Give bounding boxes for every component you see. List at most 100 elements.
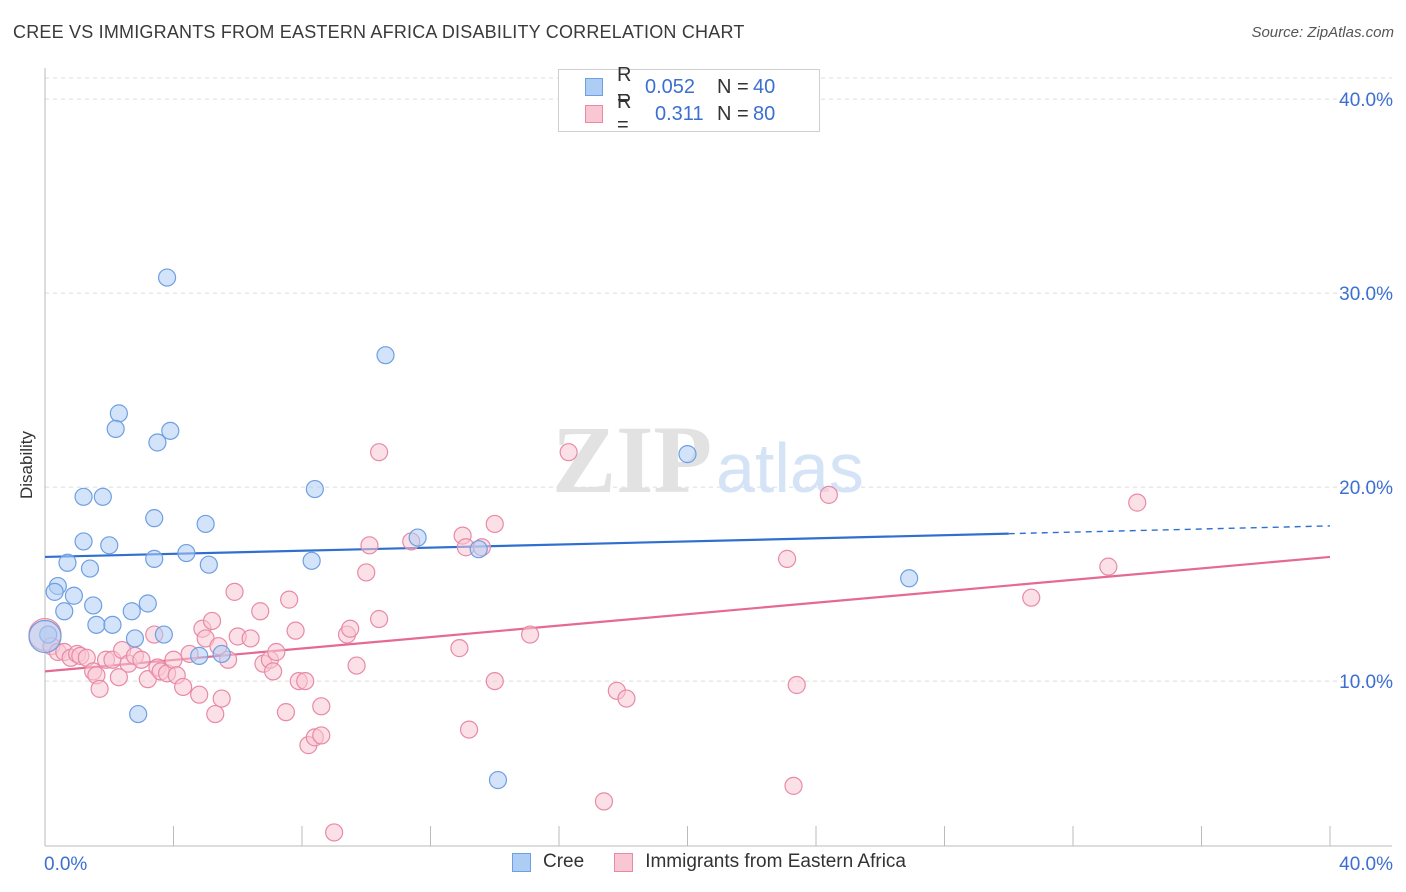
data-point: [122, 602, 141, 621]
data-point: [212, 689, 231, 708]
data-point: [450, 639, 469, 658]
data-point: [225, 582, 244, 601]
data-point: [125, 629, 145, 648]
data-point: [900, 569, 919, 588]
watermark: ZIP atlas: [552, 406, 864, 513]
data-point: [267, 642, 286, 662]
data-point: [100, 536, 119, 555]
data-point: [296, 671, 315, 691]
cree-swatch: [512, 852, 531, 872]
data-point: [84, 596, 103, 615]
data-point: [263, 662, 283, 681]
x-tick-label: 40.0%: [1339, 854, 1393, 875]
data-point: [55, 602, 74, 621]
data-point: [148, 433, 167, 452]
data-point: [312, 726, 331, 745]
data-point: [594, 792, 614, 811]
x-tick-label: 0.0%: [44, 854, 87, 875]
data-point: [678, 445, 697, 464]
data-point: [145, 549, 164, 568]
data-point: [1128, 493, 1147, 512]
series-legend: Cree Immigrants from Eastern Africa: [512, 851, 936, 873]
data-point: [132, 650, 151, 669]
data-point: [819, 485, 838, 504]
data-point: [174, 677, 193, 697]
legend-label: Cree: [543, 851, 585, 872]
data-point: [459, 720, 479, 739]
data-point: [286, 621, 305, 640]
data-point: [276, 703, 296, 722]
data-point: [74, 487, 93, 506]
data-point: [129, 704, 148, 724]
y-tick-label: 40.0%: [1339, 90, 1393, 111]
data-point: [177, 543, 196, 563]
data-point: [80, 559, 100, 578]
data-point: [74, 532, 93, 551]
immigrants-swatch: [614, 852, 634, 872]
data-point: [485, 514, 504, 534]
correlation-legend: R = 0.052 N = 40 R = 0.311 N = 80: [558, 64, 820, 136]
data-point: [280, 590, 299, 609]
data-point: [341, 619, 360, 638]
chart-title: CREE VS IMMIGRANTS FROM EASTERN AFRICA D…: [13, 22, 745, 42]
legend-item-cree: Cree: [512, 851, 584, 873]
r-value: 0.311: [655, 102, 704, 125]
data-point: [157, 268, 177, 287]
data-point: [777, 549, 797, 568]
data-point: [196, 514, 215, 534]
data-point: [45, 582, 64, 601]
data-point: [357, 563, 376, 582]
trend-line: [44, 555, 1331, 673]
axes: [44, 68, 1392, 847]
data-point: [784, 776, 803, 795]
data-point: [370, 609, 389, 629]
data-point: [90, 679, 109, 698]
data-point: [93, 487, 112, 506]
data-point: [206, 704, 225, 724]
data-point: [370, 443, 389, 462]
data-point: [202, 611, 222, 631]
data-point: [408, 528, 427, 547]
data-points: [28, 268, 1147, 842]
trend-line: [44, 532, 1009, 559]
data-point: [1022, 588, 1041, 607]
data-point: [559, 443, 578, 462]
data-point: [241, 629, 260, 648]
data-point: [145, 509, 164, 528]
source-label: Source: ZipAtlas.com: [1251, 24, 1394, 41]
data-point: [305, 479, 324, 499]
cree-swatch: [585, 78, 603, 96]
data-point: [302, 551, 321, 570]
data-point: [106, 419, 125, 438]
data-point: [103, 615, 122, 634]
data-point: [199, 555, 218, 574]
y-tick-label: 20.0%: [1339, 478, 1393, 499]
data-point: [154, 625, 173, 644]
data-point: [190, 646, 209, 665]
data-point: [138, 594, 157, 613]
trend-line-extension: [1008, 525, 1331, 535]
data-point: [1099, 557, 1118, 576]
data-point: [787, 675, 806, 695]
data-point: [312, 697, 331, 716]
data-point: [376, 346, 395, 365]
r-label: R =: [617, 64, 632, 109]
data-point: [520, 625, 540, 644]
data-point: [58, 553, 77, 572]
legend-item-immigrants: Immigrants from Eastern Africa: [614, 851, 906, 873]
n-label: N =: [717, 75, 749, 98]
data-point: [28, 619, 62, 654]
data-point: [360, 536, 379, 555]
trend-lines: [44, 525, 1331, 673]
data-point: [325, 823, 344, 842]
data-point: [87, 615, 106, 634]
data-point: [347, 656, 366, 675]
legend-row-immigrants: R = 0.311 N = 80: [585, 91, 775, 136]
data-point: [251, 602, 270, 621]
data-point: [190, 685, 209, 704]
legend-label: Immigrants from Eastern Africa: [645, 851, 906, 872]
y-axis-label: Disability: [17, 430, 36, 500]
data-point: [109, 404, 128, 423]
data-point: [488, 770, 508, 790]
y-tick-label: 30.0%: [1339, 284, 1393, 305]
